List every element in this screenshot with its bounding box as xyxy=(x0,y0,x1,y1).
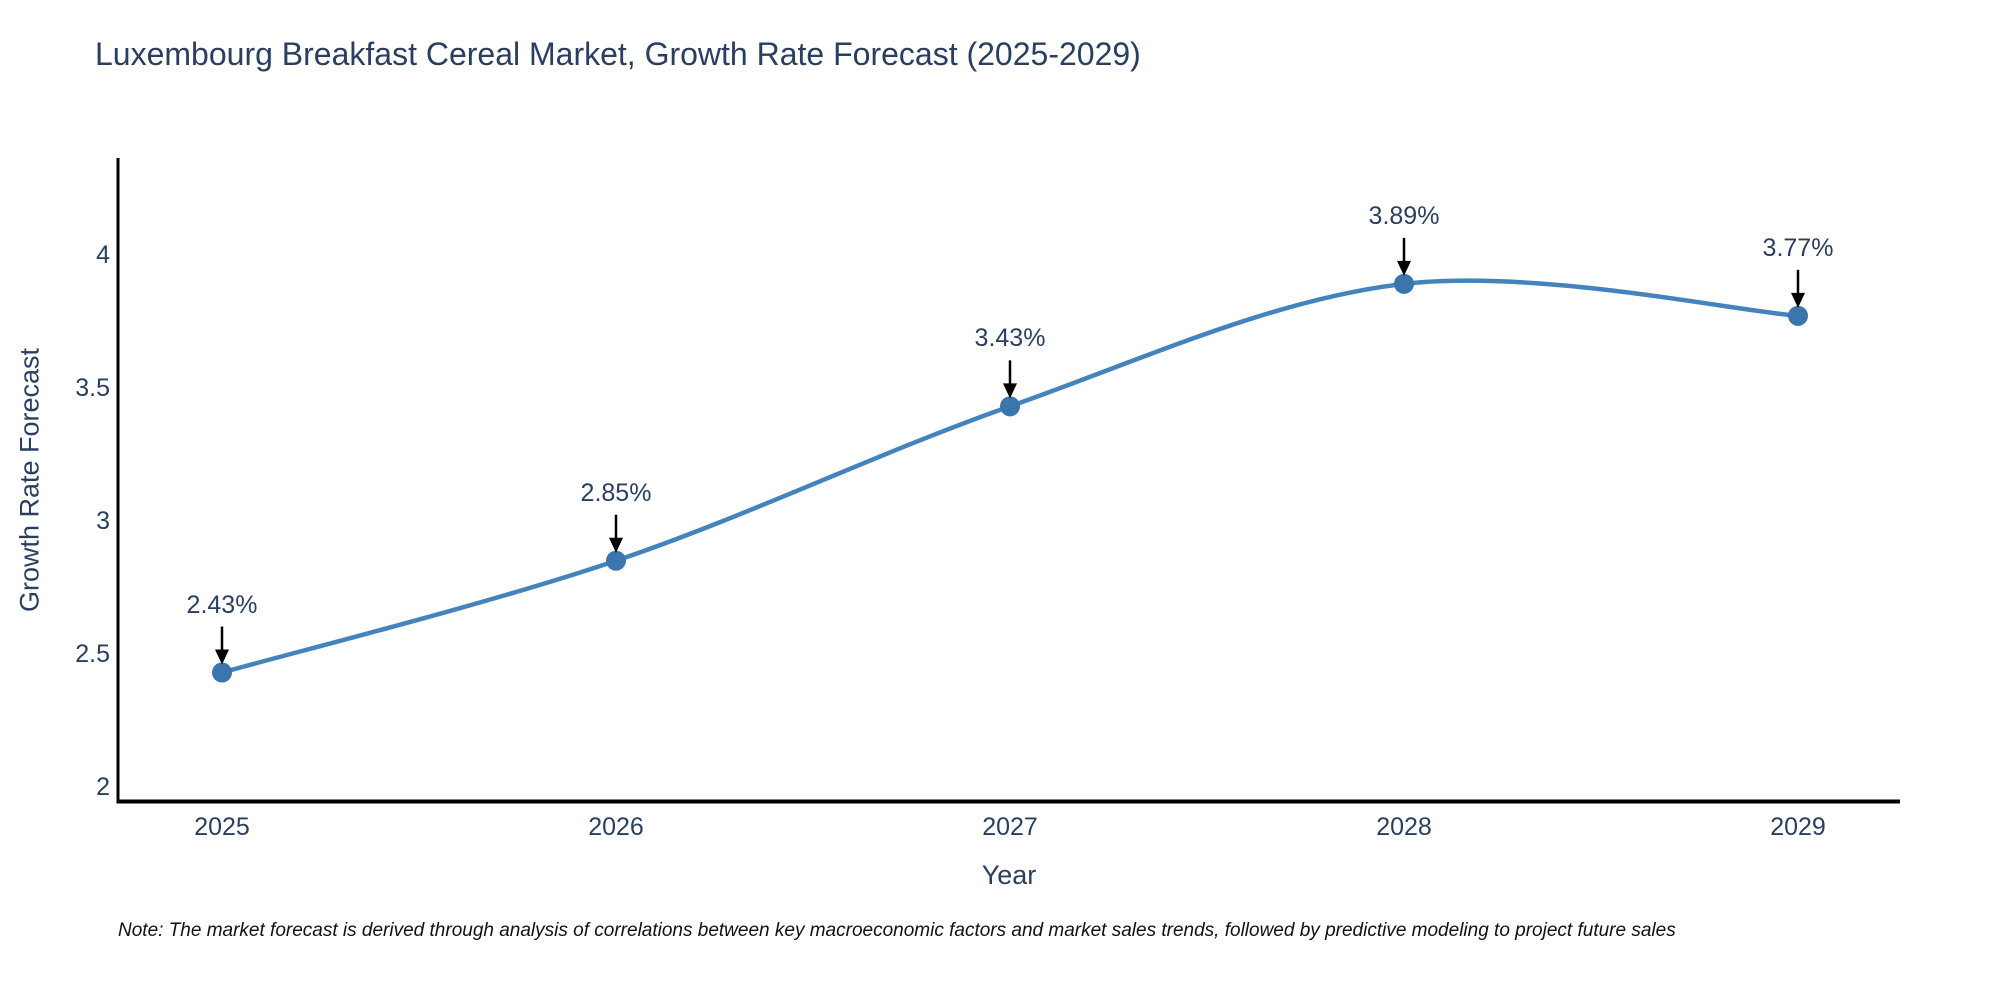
y-tick-label: 2 xyxy=(96,773,110,801)
x-tick-label: 2027 xyxy=(982,813,1038,841)
point-annotation: 2.43% xyxy=(186,590,258,619)
data-point-marker xyxy=(606,550,626,571)
y-tick-label: 2.5 xyxy=(75,639,110,668)
data-point-marker xyxy=(1788,305,1808,326)
chart-title: Luxembourg Breakfast Cereal Market, Grow… xyxy=(95,36,1141,72)
annotation-arrow-head xyxy=(609,537,623,553)
point-annotation: 3.43% xyxy=(974,324,1046,353)
data-point-marker xyxy=(1000,396,1020,417)
annotation-arrow-head xyxy=(1791,292,1805,308)
data-point-marker xyxy=(212,662,232,683)
point-annotation: 3.89% xyxy=(1368,201,1440,230)
x-tick-label: 2029 xyxy=(1770,813,1826,841)
point-annotation: 2.85% xyxy=(580,478,652,507)
y-tick-label: 4 xyxy=(96,240,110,269)
data-point-marker xyxy=(1394,273,1414,294)
point-annotation: 3.77% xyxy=(1762,233,1834,262)
y-tick-label: 3 xyxy=(96,506,110,535)
x-tick-label: 2026 xyxy=(588,813,644,841)
annotation-arrow-head xyxy=(1397,260,1411,276)
annotation-arrow-head xyxy=(215,649,229,665)
y-tick-label: 3.5 xyxy=(75,373,110,402)
x-tick-label: 2028 xyxy=(1376,813,1432,841)
x-tick-label: 2025 xyxy=(194,813,250,841)
annotation-arrow-head xyxy=(1003,383,1017,399)
footnote: Note: The market forecast is derived thr… xyxy=(118,920,1676,941)
x-axis-title: Year xyxy=(981,860,1037,890)
